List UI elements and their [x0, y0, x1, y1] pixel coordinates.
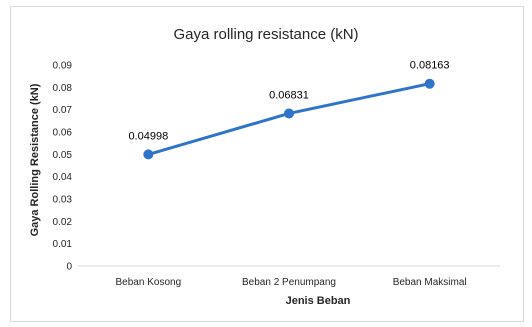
y-tick-label: 0.01	[53, 239, 73, 250]
data-point	[424, 78, 435, 89]
x-axis-categories: Beban Kosong Beban 2 Penumpang Beban Maksi…	[116, 277, 467, 288]
x-category-label: Beban Kosong	[116, 277, 182, 288]
x-category-label: Beban 2 Penumpang	[242, 277, 336, 288]
y-tick-label: 0.08	[53, 83, 73, 94]
chart-title: Gaya rolling resistance (kN)	[173, 26, 358, 43]
y-axis-title: Gaya Rolling Resistance (kN)	[29, 83, 41, 236]
y-tick-label: 0.06	[53, 128, 73, 139]
y-tick-label: 0.04	[53, 172, 73, 183]
y-tick-label: 0.09	[53, 61, 73, 72]
data-point	[143, 149, 154, 160]
chart-frame	[10, 6, 524, 322]
y-tick-label: 0	[66, 262, 72, 273]
data-point	[284, 108, 294, 119]
y-tick-label: 0.05	[53, 150, 73, 161]
x-axis-title: Jenis Beban	[286, 295, 351, 307]
data-label: 0.08163	[410, 60, 450, 72]
data-label: 0.04998	[128, 130, 168, 142]
y-tick-label: 0.07	[53, 105, 73, 116]
y-tick-label: 0.02	[53, 217, 73, 228]
data-label: 0.06831	[269, 89, 309, 101]
y-tick-label: 0.03	[53, 195, 73, 206]
x-category-label: Beban Maksimal	[393, 277, 467, 288]
y-axis-ticks: 0 0.01 0.02 0.03 0.04 0.05 0.06 0.07 0.08 0.09	[53, 61, 73, 273]
series-group: 0.04998 0.06831 0.08163	[128, 60, 450, 160]
